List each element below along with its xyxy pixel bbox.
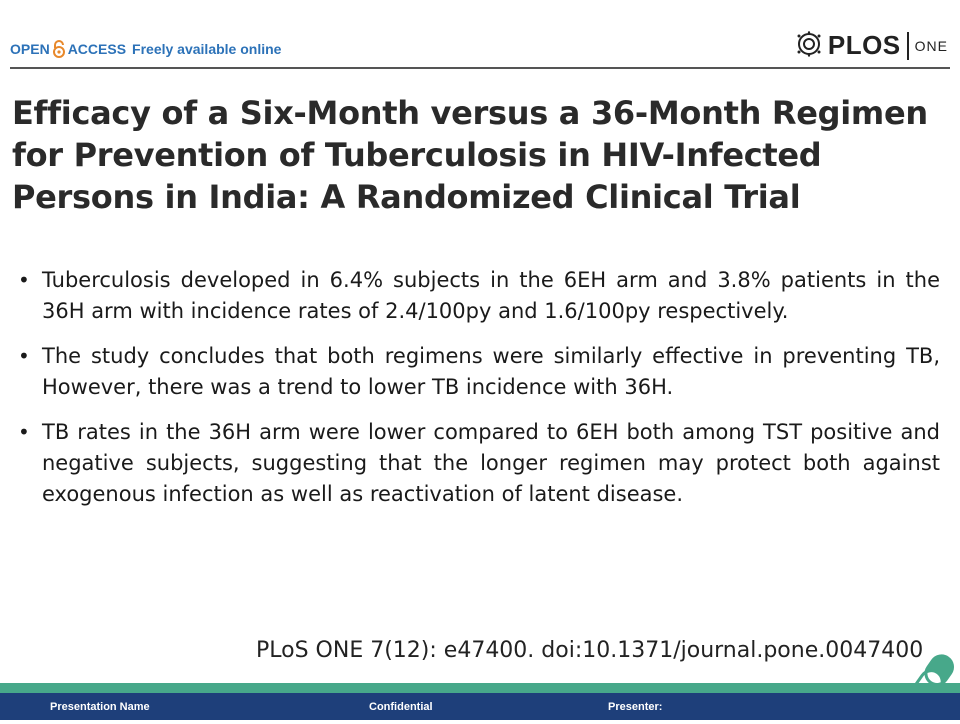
journal-header: OPEN ACCESS Freely available online bbox=[0, 0, 960, 72]
slide-title: Efficacy of a Six-Month versus a 36-Mont… bbox=[12, 94, 928, 216]
bullet-text: TB rates in the 36H arm were lower compa… bbox=[42, 420, 940, 506]
open-access-badge: OPEN ACCESS Freely available online bbox=[10, 40, 281, 58]
bullet-list: • Tuberculosis developed in 6.4% subject… bbox=[18, 265, 940, 524]
footer-accent-stripe bbox=[0, 683, 960, 693]
freely-available-label: Freely available online bbox=[132, 41, 282, 57]
footer-presentation-name: Presentation Name bbox=[50, 701, 150, 713]
header-rule bbox=[10, 67, 950, 69]
bullet-text: The study concludes that both regimens w… bbox=[42, 344, 940, 399]
plos-one-logo: PLOS ONE bbox=[796, 30, 948, 61]
bullet-item: • The study concludes that both regimens… bbox=[18, 341, 940, 403]
open-lock-icon bbox=[52, 40, 66, 58]
citation: PLoS ONE 7(12): e47400. doi:10.1371/jour… bbox=[256, 638, 924, 663]
bullet-icon: • bbox=[18, 420, 30, 444]
logo-divider bbox=[906, 31, 909, 60]
bullet-icon: • bbox=[18, 344, 30, 368]
slide-footer: Presentation Name Confidential Presenter… bbox=[0, 693, 960, 720]
bullet-item: • TB rates in the 36H arm were lower com… bbox=[18, 417, 940, 510]
one-wordmark: ONE bbox=[914, 37, 948, 54]
bullet-item: • Tuberculosis developed in 6.4% subject… bbox=[18, 265, 940, 327]
bullet-icon: • bbox=[18, 268, 30, 292]
bullet-text: Tuberculosis developed in 6.4% subjects … bbox=[42, 268, 940, 323]
plos-wordmark: PLOS bbox=[827, 30, 901, 60]
access-label: ACCESS bbox=[67, 41, 127, 57]
footer-presenter: Presenter: bbox=[608, 701, 663, 713]
open-label: OPEN bbox=[10, 41, 50, 57]
plos-seal-icon bbox=[796, 30, 822, 61]
footer-confidential: Confidential bbox=[369, 701, 433, 713]
